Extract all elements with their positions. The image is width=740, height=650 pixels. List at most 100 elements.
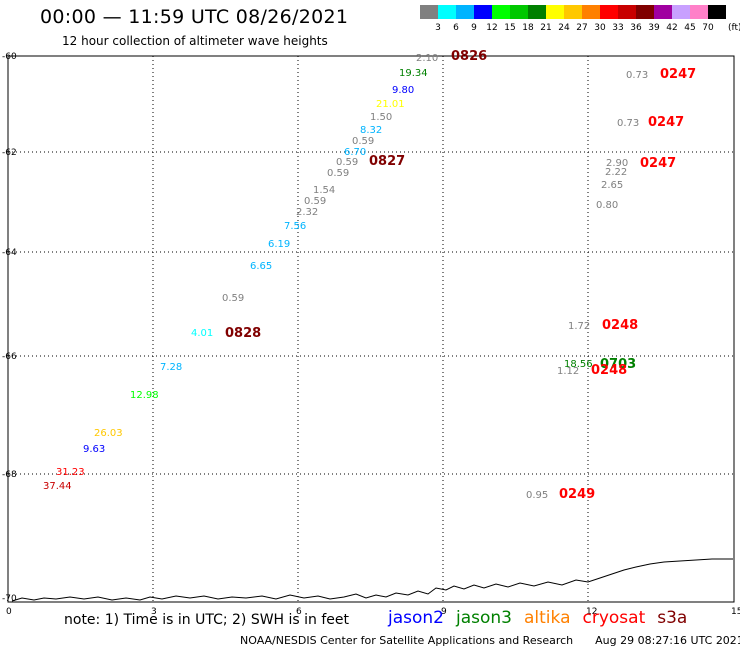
x-tick-label: 0: [6, 607, 12, 617]
wave-height-label: 2.22: [605, 167, 627, 178]
wave-height-label: 6.70: [344, 147, 366, 158]
wave-height-label: 2.32: [296, 207, 318, 218]
x-tick-label: 12: [586, 607, 597, 617]
pass-time-label: 0703: [600, 357, 636, 372]
colorbar-swatch: [654, 5, 672, 19]
wave-height-label: 2.90: [606, 158, 628, 169]
wave-height-label: 0.59: [222, 293, 244, 304]
wave-height-label: 6.65: [250, 261, 272, 272]
wave-height-label: 1.72: [568, 321, 590, 332]
colorbar-label: 33: [612, 23, 624, 33]
wave-height-label: 0.73: [626, 70, 648, 81]
wave-height-label: 0.59: [304, 196, 326, 207]
pass-time-label: 0826: [451, 49, 487, 64]
colorbar-swatch: [636, 5, 654, 19]
wave-height-label: 0.73: [617, 118, 639, 129]
y-tick-label: -64: [2, 248, 17, 258]
x-tick-label: 15: [731, 607, 740, 617]
colorbar-swatch: [456, 5, 474, 19]
colorbar-label: 42: [666, 23, 678, 33]
colorbar-label: 27: [576, 23, 588, 33]
colorbar-swatch: [528, 5, 546, 19]
colorbar-swatch: [492, 5, 510, 19]
wave-height-label: 9.63: [83, 444, 105, 455]
colorbar-swatch: [438, 5, 456, 19]
colorbar-swatch: [690, 5, 708, 19]
wave-height-label: 12.98: [130, 390, 159, 401]
y-tick-label: -62: [2, 148, 17, 158]
colorbar-label: 39: [648, 23, 660, 33]
footer-credit: NOAA/NESDIS Center for Satellite Applica…: [240, 634, 740, 647]
colorbar-label: 24: [558, 23, 570, 33]
wave-height-label: 0.80: [596, 200, 618, 211]
y-tick-label: -66: [2, 352, 17, 362]
pass-time-label: 0247: [660, 67, 696, 82]
sat-jason3: jason3: [456, 608, 512, 628]
colorbar-label: 6: [453, 23, 459, 33]
colorbar-swatch: [564, 5, 582, 19]
sat-altika: altika: [524, 608, 571, 628]
wave-height-label: 1.50: [370, 112, 392, 123]
colorbar-swatch: [618, 5, 636, 19]
coastline: [11, 558, 733, 602]
axis-ticks: 0 3 6 9 12 15 -60 -62 -64 -66 -68 -70: [2, 52, 740, 617]
colorbar-label: 15: [504, 23, 516, 33]
pass-time-label: 0828: [225, 326, 261, 341]
wave-height-label: 2.65: [601, 180, 623, 191]
colorbar-swatch: [420, 5, 438, 19]
wave-height-label: 6.19: [268, 239, 290, 250]
colorbar-swatch: [582, 5, 600, 19]
pass-time-label: 0249: [559, 487, 595, 502]
wave-height-label: 21.01: [376, 99, 405, 110]
pass-time-label: 0248: [591, 363, 627, 378]
wave-height-observations: 2.1019.349.8021.011.508.320.596.700.590.…: [43, 53, 648, 501]
footer-note: note: 1) Time is in UTC; 2) SWH is in fe…: [64, 612, 350, 628]
colorbar-label: 12: [486, 23, 498, 33]
colorbar-label: 36: [630, 23, 642, 33]
credit-text: NOAA/NESDIS Center for Satellite Applica…: [240, 634, 574, 647]
map-subtitle: 12 hour collection of altimeter wave hei…: [62, 34, 328, 48]
pass-time-label: 0247: [648, 115, 684, 130]
wave-height-label: 0.59: [327, 168, 349, 179]
colorbar-label: 3: [435, 23, 441, 33]
sat-s3a: s3a: [657, 608, 688, 628]
x-tick-label: 3: [151, 607, 157, 617]
y-tick-label: -68: [2, 470, 17, 480]
sat-jason2: jason2: [388, 608, 444, 628]
x-tick-label: 6: [296, 607, 302, 617]
wave-height-label: 1.54: [313, 185, 335, 196]
satellite-legend: jason2 jason3 altika cryosat s3a: [388, 608, 699, 628]
wave-height-label: 2.10: [416, 53, 438, 64]
wave-height-label: 7.28: [160, 362, 182, 373]
colorbar-swatch: [600, 5, 618, 19]
colorbar-label: 21: [540, 23, 552, 33]
colorbar-label: 70: [702, 23, 714, 33]
colorbar-label: 9: [471, 23, 477, 33]
colorbar-label: 30: [594, 23, 606, 33]
colorbar-swatch: [474, 5, 492, 19]
wave-height-label: 19.34: [399, 68, 428, 79]
map-frame: [7, 55, 735, 603]
colorbar-swatch: [672, 5, 690, 19]
wave-height-label: 8.32: [360, 125, 382, 136]
wave-height-label: 4.01: [191, 328, 213, 339]
wave-height-label: 26.03: [94, 428, 123, 439]
wave-height-label: 0.95: [526, 490, 548, 501]
credit-timestamp: Aug 29 08:27:16 UTC 2021: [595, 634, 740, 647]
sat-cryosat: cryosat: [582, 608, 646, 628]
colorbar-label: 45: [684, 23, 696, 33]
wave-height-label: 18.56: [564, 359, 593, 370]
wave-height-label: 31.23: [56, 467, 85, 478]
colorbar-swatch: [708, 5, 726, 19]
colorbar-label: 18: [522, 23, 534, 33]
colorbar-swatch: [510, 5, 528, 19]
y-tick-label: -60: [2, 52, 17, 62]
y-tick-label: -70: [2, 594, 17, 604]
colorbar-unit: (ft): [728, 23, 740, 33]
pass-time-label: 0827: [369, 154, 405, 169]
colorbar-swatch: [546, 5, 564, 19]
wave-height-label: 0.59: [352, 136, 374, 147]
wave-height-label: 9.80: [392, 85, 414, 96]
